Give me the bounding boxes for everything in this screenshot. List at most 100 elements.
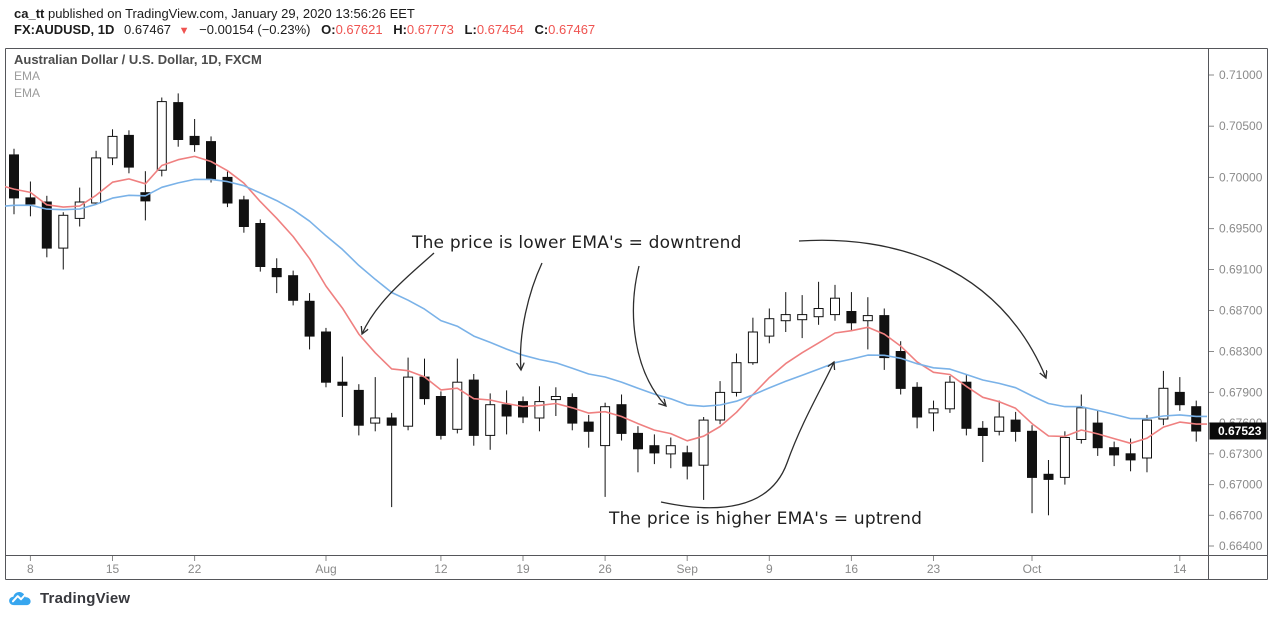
candle-down: [501, 404, 512, 417]
candle-down: [189, 135, 200, 146]
price-tick-label: 0.70000: [1219, 170, 1263, 184]
candles-layer: [9, 93, 1202, 516]
candle-down: [1010, 419, 1021, 432]
candle-up: [107, 135, 118, 159]
time-tick-label: 16: [845, 562, 859, 576]
publish-username: ca_tt: [14, 6, 45, 21]
symbol-status-bar: FX:AUDUSD, 1D 0.67467 ▼ −0.00154 (−0.23%…: [14, 22, 595, 37]
candle-down: [25, 197, 36, 205]
uptrend-annotation: The price is higher EMA's = uptrend: [609, 509, 923, 529]
candle-down: [1125, 453, 1136, 461]
candle-down: [1043, 473, 1054, 480]
candle-up: [91, 157, 102, 204]
ema-lines-layer: [4, 155, 1207, 445]
last-price-badge: 0.67523: [1209, 422, 1267, 440]
low-value: 0.67454: [476, 22, 524, 37]
candle-up: [1059, 437, 1070, 478]
time-tick-label: Aug: [315, 562, 336, 576]
candle-up: [403, 376, 414, 427]
price-tick-label: 0.66400: [1219, 539, 1263, 553]
price-tick-label: 0.71000: [1219, 68, 1263, 82]
candle-up: [452, 381, 463, 430]
low-label: L:: [464, 22, 477, 37]
ema-line-1: [4, 155, 1207, 445]
candle-down: [173, 102, 184, 140]
price-tick-label: 0.67900: [1219, 385, 1263, 399]
candle-down: [1174, 391, 1185, 406]
candle-down: [238, 199, 249, 227]
candle-down: [1191, 406, 1202, 432]
price-axis[interactable]: 0.71000 0.70500 0.70000 0.69500 0.69100 0.687…: [1209, 68, 1263, 553]
candle-up: [928, 408, 939, 414]
candle-down: [468, 379, 479, 436]
candle-down: [304, 300, 315, 337]
downtrend-arrow-1: [362, 252, 435, 334]
price-tick-label: 0.68300: [1219, 345, 1263, 359]
candle-down: [41, 201, 52, 249]
time-axis[interactable]: 8 15 22 Aug 12 19 26 Sep 9 16 23 Oct 14: [27, 556, 1187, 576]
publish-details: published on TradingView.com, January 29…: [44, 6, 415, 21]
time-tick-label: 14: [1173, 562, 1187, 576]
close-value: 0.67467: [548, 22, 596, 37]
close-label: C:: [534, 22, 549, 37]
price-tick-label: 0.69500: [1219, 222, 1263, 236]
candle-up: [485, 404, 496, 436]
candle-down: [140, 192, 151, 202]
time-tick-label: 9: [766, 562, 773, 576]
candle-down: [633, 432, 643, 450]
symbol-name[interactable]: FX:AUDUSD, 1D: [14, 22, 115, 37]
candle-up: [780, 314, 791, 322]
candle-down: [1109, 447, 1120, 456]
candle-up: [764, 318, 775, 337]
time-tick-label: Sep: [677, 562, 699, 576]
candle-down: [912, 386, 923, 418]
candle-down: [222, 176, 233, 204]
candle-up: [813, 308, 824, 318]
publish-info: ca_tt published on TradingView.com, Janu…: [14, 6, 415, 21]
price-change: −0.00154 (−0.23%): [199, 22, 311, 37]
candle-up: [944, 381, 955, 410]
candle-down: [1027, 430, 1037, 478]
candle-down: [123, 134, 134, 168]
candle-down: [353, 389, 364, 426]
ema-legend-1[interactable]: EMA: [14, 69, 41, 83]
high-label: H:: [393, 22, 407, 37]
candle-up: [715, 391, 726, 421]
candle-down: [321, 331, 331, 383]
candle-up: [797, 314, 808, 321]
price-tick-label: 0.67300: [1219, 447, 1263, 461]
candle-down: [682, 452, 693, 467]
downtrend-annotation: The price is lower EMA's = downtrend: [412, 233, 742, 253]
candle-up: [58, 214, 69, 249]
chart-frame: [5, 48, 1268, 580]
candle-up: [1158, 387, 1169, 420]
open-value: 0.67621: [335, 22, 383, 37]
candle-down: [518, 401, 528, 418]
last-price-badge-bg: [1209, 422, 1267, 440]
candle-up: [994, 416, 1005, 432]
candle-down: [9, 154, 19, 199]
candle-up: [534, 401, 545, 419]
tradingview-wordmark: TradingView: [40, 590, 131, 607]
downtrend-arrow-2: [521, 262, 543, 370]
candle-up: [747, 331, 758, 364]
candle-down: [977, 427, 988, 436]
candle-down: [288, 275, 299, 301]
candle-up: [370, 417, 381, 424]
tradingview-logo[interactable]: TradingView: [8, 589, 130, 608]
ema-legend-2[interactable]: EMA: [14, 86, 41, 100]
last-price-badge-label: 0.67523: [1218, 424, 1262, 438]
candle-down: [649, 445, 660, 454]
candle-down: [567, 397, 578, 424]
candle-down: [435, 396, 446, 436]
candle-up: [600, 406, 611, 447]
candle-up: [862, 315, 873, 322]
high-value: 0.67773: [406, 22, 454, 37]
price-tick-label: 0.68700: [1219, 304, 1263, 318]
ema-line-2: [4, 178, 1207, 420]
time-tick-label: 23: [927, 562, 941, 576]
price-tick-label: 0.70500: [1219, 119, 1263, 133]
price-down-triangle-icon: ▼: [178, 25, 190, 37]
price-tick-label: 0.67000: [1219, 478, 1263, 492]
